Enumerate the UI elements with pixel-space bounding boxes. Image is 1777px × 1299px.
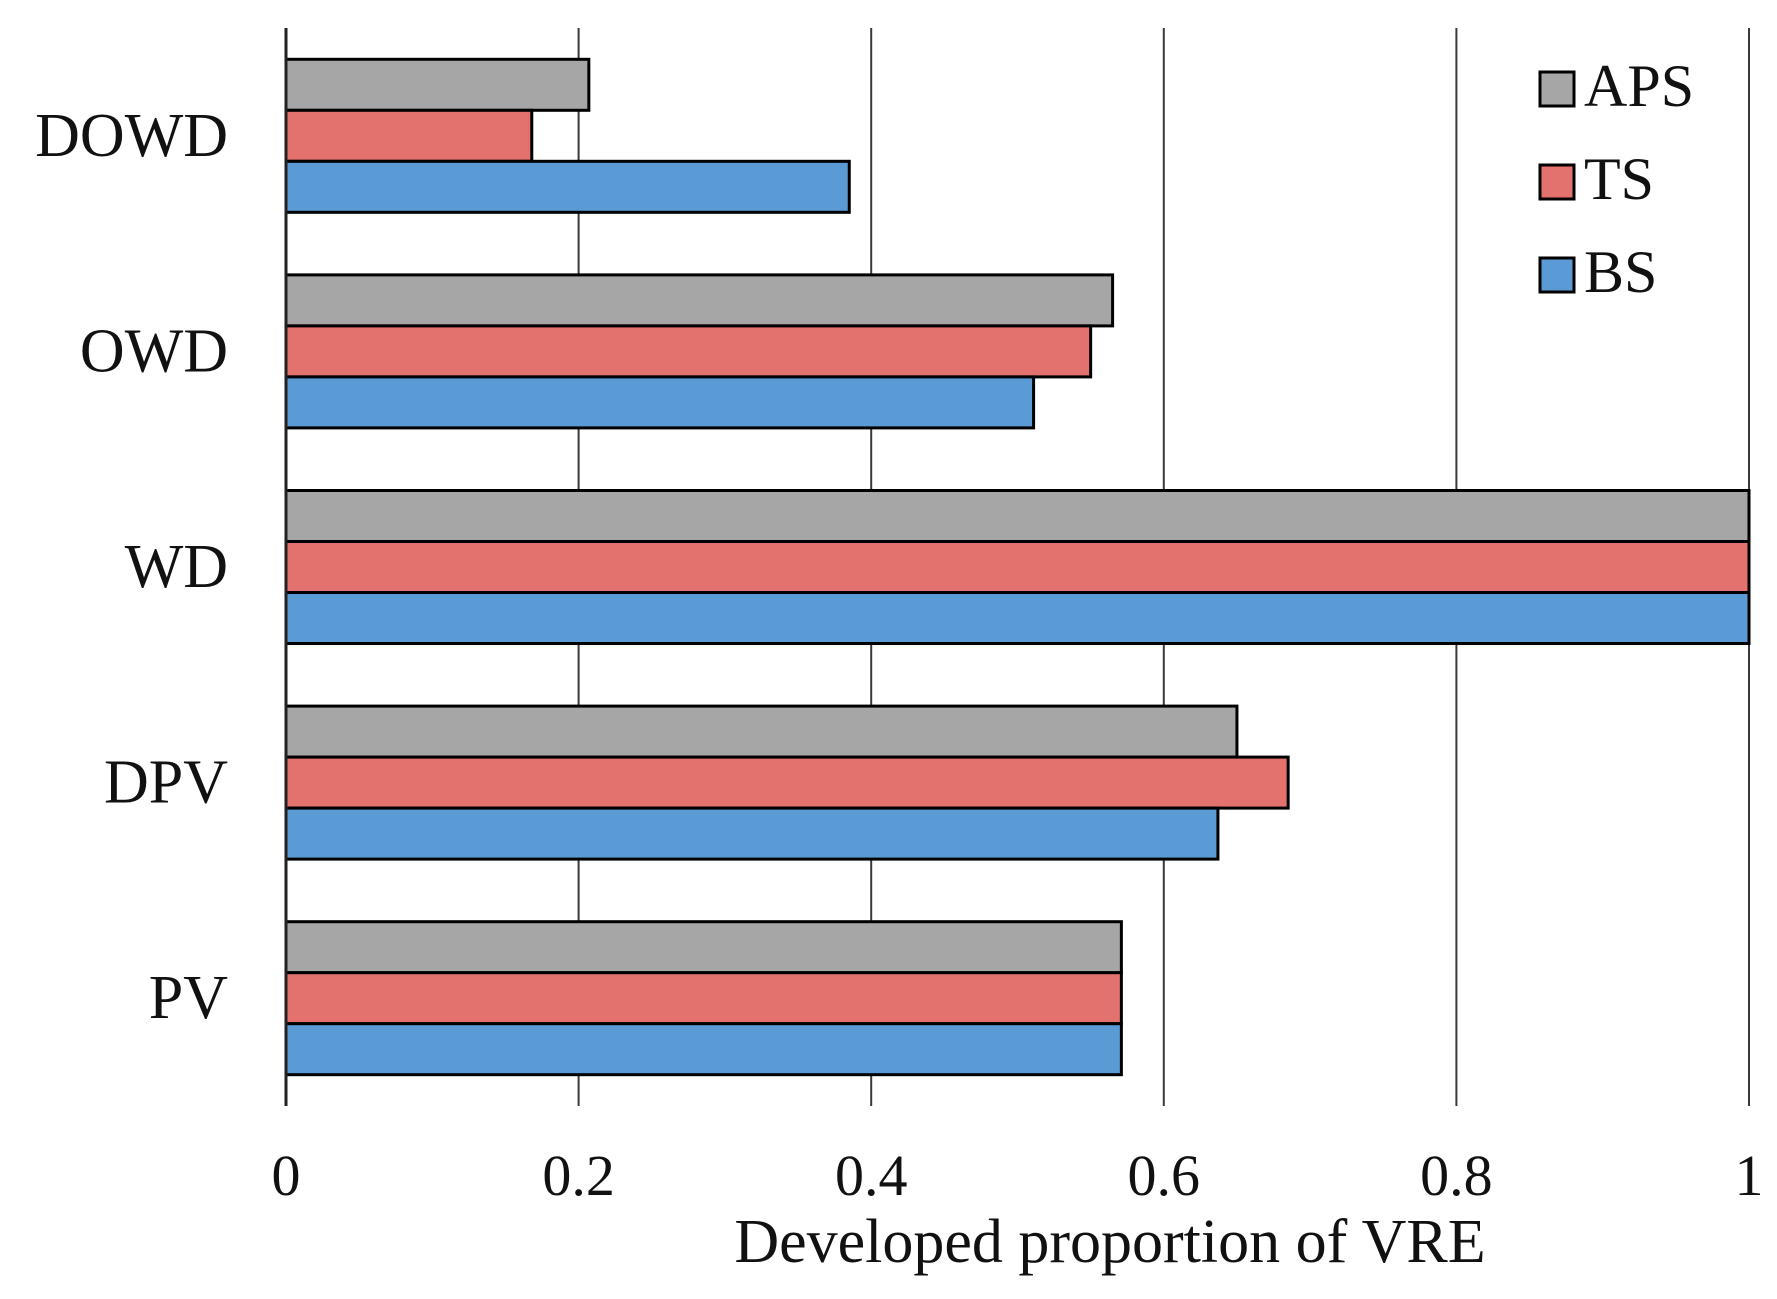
bar-owd-bs — [284, 375, 1036, 430]
bar-dpv-aps — [284, 704, 1239, 759]
bar-dowd-aps — [284, 57, 591, 112]
bar-owd-ts — [284, 324, 1093, 379]
bar-wd-bs — [284, 591, 1751, 645]
category-label-pv: PV — [149, 964, 228, 1032]
category-labels: DOWD OWD WD DPV PV — [35, 102, 228, 1032]
legend: APS TS BS — [1538, 53, 1694, 305]
category-label-wd: WD — [125, 533, 228, 601]
bar-wd-aps — [284, 489, 1751, 543]
legend-label-ts: TS — [1584, 146, 1654, 212]
category-label-dowd: DOWD — [35, 102, 228, 170]
category-label-dpv: DPV — [104, 749, 228, 817]
bar-owd-aps — [284, 273, 1115, 328]
bar-dpv-bs — [284, 806, 1220, 861]
category-label-owd: OWD — [80, 317, 228, 385]
legend-label-aps: APS — [1584, 53, 1694, 119]
bar-dowd-bs — [284, 159, 851, 214]
x-axis-title: Developed proportion of VRE — [734, 1208, 1485, 1276]
legend-swatch-bs — [1538, 256, 1576, 294]
legend-swatch-ts — [1538, 163, 1576, 201]
bar-wd-ts — [284, 540, 1751, 594]
x-tick-label: 0.8 — [1420, 1143, 1493, 1208]
x-tick-label: 0 — [272, 1143, 301, 1208]
bars — [284, 57, 1751, 1077]
bar-dpv-ts — [284, 755, 1290, 810]
legend-swatch-aps — [1538, 70, 1576, 108]
bar-pv-ts — [284, 971, 1123, 1026]
bar-pv-bs — [284, 1022, 1123, 1077]
x-tick-label: 0.4 — [835, 1143, 908, 1208]
x-tick-label: 0.6 — [1128, 1143, 1201, 1208]
x-tick-label: 0.2 — [542, 1143, 615, 1208]
x-tick-labels: 0 0.2 0.4 0.6 0.8 1 — [272, 1143, 1764, 1208]
bar-pv-aps — [284, 920, 1123, 975]
legend-label-bs: BS — [1584, 239, 1657, 305]
bar-dowd-ts — [284, 108, 534, 163]
x-tick-label: 1 — [1735, 1143, 1764, 1208]
